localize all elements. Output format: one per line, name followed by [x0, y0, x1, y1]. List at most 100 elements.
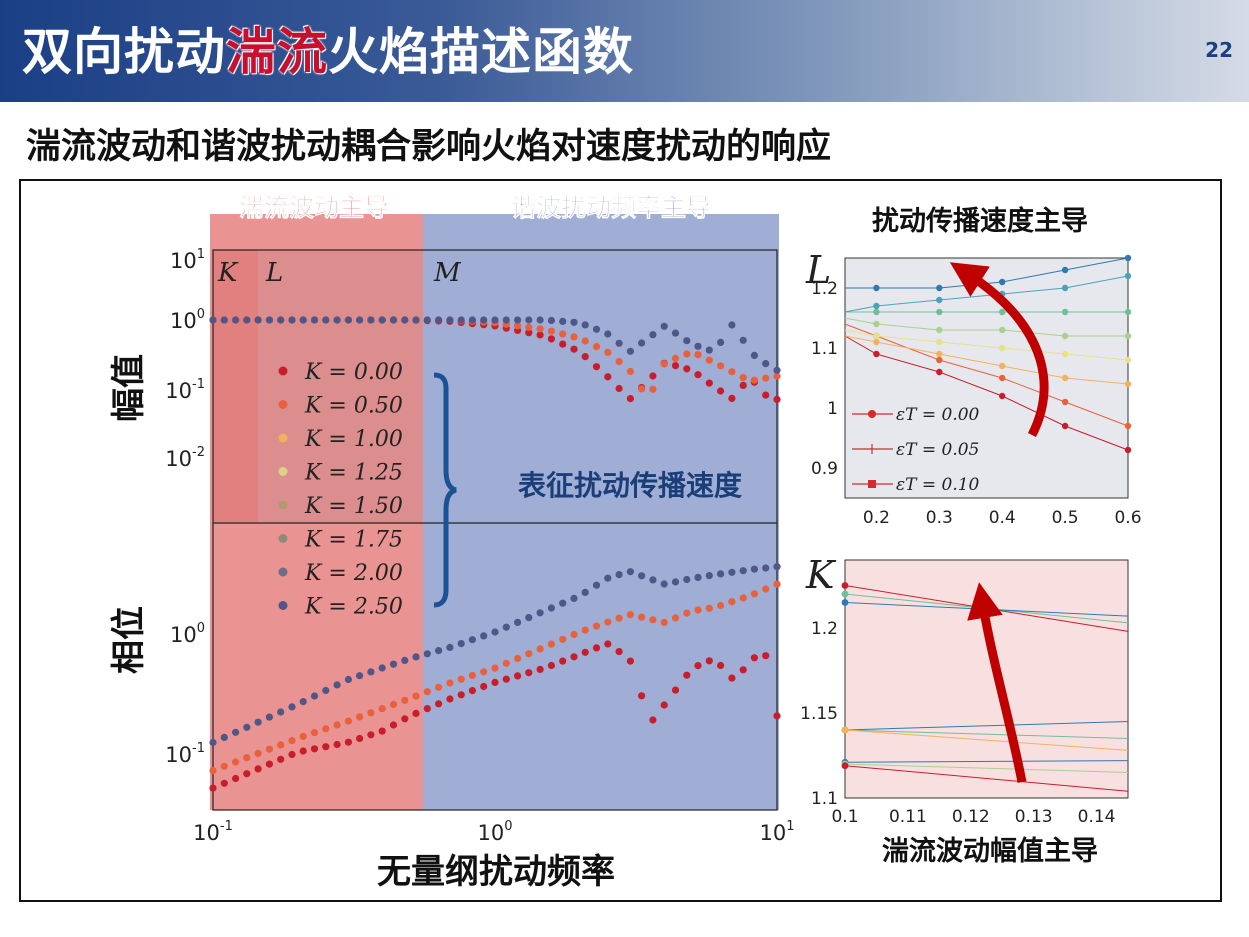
- turb-x-tick: 0.14: [1078, 807, 1116, 827]
- phase-ylabel: 相位: [109, 606, 149, 674]
- phase-point: [717, 601, 725, 610]
- phase-point: [356, 713, 364, 721]
- phase-point: [299, 732, 307, 741]
- phase-point: [265, 713, 273, 721]
- legend-marker: [278, 433, 288, 443]
- phase-point: [649, 716, 657, 724]
- phase-point: [604, 640, 612, 648]
- turb-series-line: [844, 729, 1129, 751]
- title-part1: 双向扰动: [22, 23, 226, 81]
- phase-point: [412, 709, 420, 718]
- speed-x-tick: 0.6: [1114, 508, 1141, 528]
- phase-point: [536, 665, 544, 674]
- gain-point: [728, 394, 736, 402]
- turb-point: [841, 582, 849, 589]
- gain-point: [344, 316, 352, 324]
- phase-point: [232, 774, 240, 783]
- gain-tick-label: 101: [170, 247, 205, 273]
- phase-point: [446, 679, 454, 687]
- phase-point: [762, 585, 770, 593]
- phase-point: [389, 660, 398, 668]
- phase-point: [762, 564, 770, 572]
- speed-point: [999, 326, 1006, 334]
- phase-point: [592, 581, 601, 589]
- speed-point: [1124, 308, 1132, 316]
- speed-y-tick: 0.9: [811, 459, 838, 479]
- speed-point: [873, 350, 880, 358]
- phase-point: [705, 657, 713, 665]
- subplot-l-ticks: 0.2 0.3 0.4 0.5 0.6 1.2 1.1 1 0.9: [811, 279, 1142, 528]
- phase-point: [220, 733, 228, 742]
- main-legend: K = 0.00 K = 0.50 K = 1.00 K = 1.25 K = 1.50…: [278, 360, 403, 620]
- speed-point: [1124, 332, 1132, 340]
- turb-series-line: [844, 765, 1129, 792]
- phase-point: [446, 695, 454, 703]
- gain-point: [322, 316, 330, 324]
- gain-point: [480, 316, 488, 324]
- phase-point: [559, 657, 567, 665]
- phase-point: [310, 729, 319, 737]
- phase-point: [401, 715, 409, 723]
- phase-point: [209, 738, 217, 747]
- phase-point: [310, 692, 319, 700]
- phase-point: [615, 614, 623, 622]
- phase-point: [626, 568, 635, 576]
- phase-point: [243, 754, 251, 762]
- legend-marker: [278, 467, 288, 476]
- phase-point: [604, 618, 612, 626]
- phase-point: [547, 604, 556, 612]
- phase-point: [435, 683, 443, 691]
- phase-point: [660, 701, 668, 709]
- speed-point: [873, 320, 880, 328]
- gain-point: [592, 363, 601, 371]
- phase-point: [649, 576, 657, 584]
- main-data-layer: [209, 316, 781, 792]
- speed-point: [1124, 380, 1132, 388]
- gain-point: [209, 316, 217, 324]
- gain-tick-label: 10-2: [165, 445, 205, 471]
- region-letter-k: K: [217, 258, 239, 288]
- phase-point: [468, 687, 476, 695]
- slide-subtitle: 湍流波动和谐波扰动耦合影响火焰对速度扰动的响应: [26, 127, 832, 167]
- gain-point: [570, 318, 578, 326]
- gain-point: [514, 316, 522, 324]
- phase-point: [423, 688, 431, 696]
- subplot-k-ticks: 0.1 0.11 0.12 0.13 0.14 1.2 1.15 1.1: [800, 619, 1115, 827]
- gain-point: [694, 371, 702, 379]
- phase-point: [671, 578, 680, 586]
- speed-point: [999, 278, 1006, 286]
- phase-point: [480, 632, 488, 640]
- trend-arrow-k: [967, 582, 1027, 783]
- speed-point: [873, 302, 880, 310]
- phase-point: [683, 671, 691, 679]
- phase-point: [705, 572, 713, 580]
- speed-point: [873, 284, 880, 292]
- phase-point: [570, 630, 578, 639]
- gain-point: [615, 358, 623, 366]
- gain-point: [525, 329, 533, 337]
- phase-point: [728, 598, 736, 606]
- legend-label: K = 1.75: [304, 528, 403, 553]
- speed-series-line: [844, 335, 1129, 451]
- phase-point: [344, 717, 352, 725]
- phase-point: [525, 614, 533, 622]
- gain-point: [559, 317, 567, 325]
- speed-legend-label: εT = 0.10: [896, 475, 980, 495]
- phase-point: [367, 731, 375, 739]
- phase-tick-label: 100: [170, 621, 205, 647]
- speed-point: [936, 296, 943, 304]
- gain-point: [660, 360, 668, 368]
- phase-point: [446, 643, 454, 652]
- gain-point: [717, 362, 725, 370]
- gain-point: [592, 343, 601, 351]
- phase-point: [717, 661, 725, 670]
- speed-y-tick: 1.2: [811, 279, 838, 299]
- gain-point: [412, 316, 420, 324]
- phase-point: [750, 590, 759, 598]
- phase-point: [728, 674, 736, 682]
- gain-point: [649, 331, 657, 339]
- legend-label: K = 0.00: [304, 360, 403, 385]
- figure-frame: [19, 179, 1222, 902]
- gain-point: [468, 316, 476, 324]
- legend-marker: [278, 400, 288, 409]
